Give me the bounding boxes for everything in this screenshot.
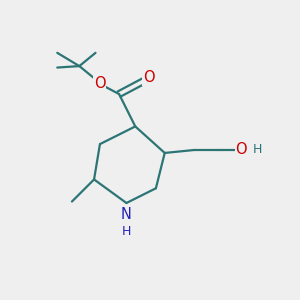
- Text: H: H: [122, 225, 131, 238]
- Text: O: O: [236, 142, 247, 158]
- Text: O: O: [94, 76, 106, 91]
- Text: O: O: [143, 70, 154, 86]
- Text: N: N: [121, 206, 132, 221]
- Text: H: H: [253, 143, 262, 157]
